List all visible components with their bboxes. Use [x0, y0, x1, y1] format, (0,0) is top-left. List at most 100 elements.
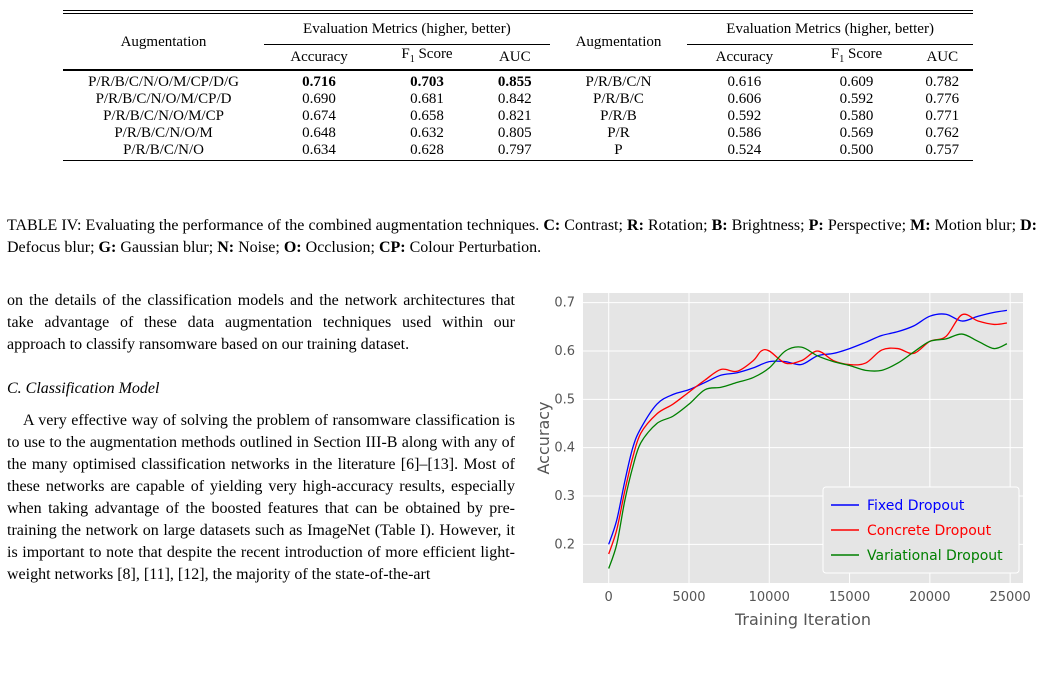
col-accuracy-right: Accuracy — [715, 49, 774, 65]
col-accuracy-left: Accuracy — [290, 49, 348, 65]
body-column-left: on the details of the classification mod… — [7, 290, 515, 586]
caption-abbr: C: — [543, 217, 561, 234]
x-tick-label: 0 — [605, 590, 613, 605]
x-tick-label: 15000 — [829, 590, 870, 605]
chart-legend: Fixed Dropout Concrete Dropout Variational… — [822, 486, 1020, 574]
cell-aug-left: P/R/B/C/N/O — [123, 141, 204, 158]
cell-f1-left: 0.681 — [410, 90, 444, 107]
group-header-right: Evaluation Metrics (higher, better) — [687, 14, 973, 45]
table-top-rule — [63, 10, 973, 14]
cell-aug-left: P/R/B/C/N/O/M/CP/D/G — [88, 73, 239, 90]
x-tick-labels: 0 5000 10000 15000 20000 25000 — [605, 590, 1031, 605]
table-row: P/R/B/C/N/O 0.634 0.628 0.797 P 0.524 0.… — [63, 141, 973, 158]
cell-f1-right: 0.609 — [839, 73, 874, 90]
y-tick-labels: 0.2 0.3 0.4 0.5 0.6 0.7 — [554, 296, 575, 553]
cell-f1-left: 0.632 — [410, 124, 444, 141]
caption-term: Gaussian blur; — [116, 239, 218, 256]
caption-abbr: R: — [627, 217, 644, 234]
caption-term: Contrast; — [560, 217, 628, 234]
cell-auc-left: 0.855 — [497, 73, 532, 90]
table-mid-rule-2 — [63, 70, 973, 73]
cell-f1-right: 0.500 — [839, 141, 874, 158]
cell-auc-right: 0.771 — [925, 107, 960, 124]
cell-aug-left: P/R/B/C/N/O/M/CP — [103, 107, 224, 124]
y-tick-label: 0.2 — [554, 537, 575, 552]
y-tick-label: 0.7 — [554, 296, 575, 311]
caption-abbr: CP: — [378, 239, 406, 256]
results-table-wrapper: Augmentation Evaluation Metrics (higher,… — [63, 10, 973, 161]
caption-abbr: P: — [808, 217, 824, 234]
cell-aug-right: P/R — [607, 124, 630, 141]
col-f1-right: F1 Score — [830, 46, 883, 65]
cell-aug-right: P/R/B/C/N — [585, 73, 652, 90]
y-tick-label: 0.4 — [554, 441, 575, 456]
table-mid-rule — [63, 69, 973, 71]
cell-acc-right: 0.524 — [727, 141, 762, 158]
cell-auc-left: 0.805 — [497, 124, 532, 141]
caption-prefix: TABLE IV: Evaluating the performance of … — [7, 217, 544, 234]
x-tick-label: 5000 — [672, 590, 705, 605]
results-table: Augmentation Evaluation Metrics (higher,… — [63, 14, 973, 161]
col-augmentation-left: Augmentation — [120, 33, 207, 50]
cell-auc-right: 0.757 — [925, 141, 960, 158]
caption-term: Brightness; — [727, 217, 809, 234]
table-row: P/R/B/C/N/O/M/CP 0.674 0.658 0.821 P/R/B… — [63, 107, 973, 124]
caption-term: Perspective; — [823, 217, 911, 234]
legend-label: Variational Dropout — [867, 548, 1003, 564]
cell-acc-right: 0.592 — [727, 107, 762, 124]
cell-f1-left: 0.703 — [410, 73, 444, 90]
cell-f1-right: 0.569 — [839, 124, 874, 141]
table-row: P/R/B/C/N/O/M/CP/D 0.690 0.681 0.842 P/R… — [63, 90, 973, 107]
cell-f1-left: 0.628 — [410, 141, 444, 158]
col-auc-right: AUC — [926, 49, 959, 65]
cell-aug-right: P/R/B — [600, 107, 637, 124]
cell-f1-right: 0.580 — [839, 107, 874, 124]
cell-acc-right: 0.606 — [727, 90, 762, 107]
table-header-row-1: Augmentation Evaluation Metrics (higher,… — [63, 14, 973, 49]
group-header-left: Evaluation Metrics (higher, better) — [264, 14, 550, 45]
cell-aug-left: P/R/B/C/N/O/M — [114, 124, 213, 141]
cell-acc-left: 0.690 — [302, 90, 336, 107]
y-axis-label: Accuracy — [535, 401, 553, 474]
col-augmentation-right: Augmentation — [575, 33, 662, 50]
cell-acc-left: 0.716 — [302, 73, 336, 90]
caption-abbr: B: — [711, 217, 728, 234]
table-row: P/R/B/C/N/O/M/CP/D/G 0.716 0.703 0.855 P… — [63, 73, 973, 90]
cell-aug-right: P/R/B/C — [593, 90, 644, 107]
cell-acc-left: 0.674 — [302, 107, 336, 124]
cell-auc-left: 0.821 — [497, 107, 532, 124]
cell-auc-left: 0.797 — [497, 141, 532, 158]
caption-abbr: O: — [283, 239, 302, 256]
cell-acc-right: 0.616 — [727, 73, 762, 90]
cell-aug-right: P — [614, 141, 623, 158]
table-bottom-rule — [63, 158, 973, 161]
cell-auc-left: 0.842 — [497, 90, 532, 107]
caption-abbr: G: — [98, 239, 117, 256]
x-tick-label: 25000 — [989, 590, 1030, 605]
caption-term: Noise; — [234, 239, 284, 256]
caption-term: Motion blur; — [930, 217, 1021, 234]
cell-f1-right: 0.592 — [839, 90, 874, 107]
table-header-row-2: Accuracy F1 Score AUC Accuracy F1 Score … — [63, 45, 973, 70]
x-tick-label: 20000 — [909, 590, 950, 605]
table-caption: TABLE IV: Evaluating the performance of … — [7, 215, 1037, 259]
x-tick-label: 10000 — [749, 590, 790, 605]
caption-term: Defocus blur; — [7, 239, 99, 256]
accuracy-line-chart: 0 5000 10000 15000 20000 25000 0.20.30.40.50.… — [535, 293, 1031, 629]
cell-auc-right: 0.762 — [925, 124, 960, 141]
legend-box — [822, 486, 1020, 574]
cell-acc-right: 0.586 — [727, 124, 762, 141]
cell-f1-left: 0.658 — [410, 107, 444, 124]
col-auc-left: AUC — [498, 49, 531, 65]
y-tick-label: 0.3 — [554, 489, 575, 504]
caption-term: Colour Perturbation. — [405, 239, 542, 256]
caption-term: Rotation; — [643, 217, 712, 234]
cell-auc-right: 0.776 — [925, 90, 960, 107]
cell-auc-right: 0.782 — [925, 73, 960, 90]
y-tick-label: 0.6 — [554, 344, 575, 359]
caption-abbr: D: — [1020, 217, 1037, 234]
legend-label: Concrete Dropout — [867, 523, 992, 539]
caption-term: Occlusion; — [301, 239, 379, 256]
series-line — [608, 333, 1008, 569]
section-heading: C. Classification Model — [7, 380, 160, 397]
